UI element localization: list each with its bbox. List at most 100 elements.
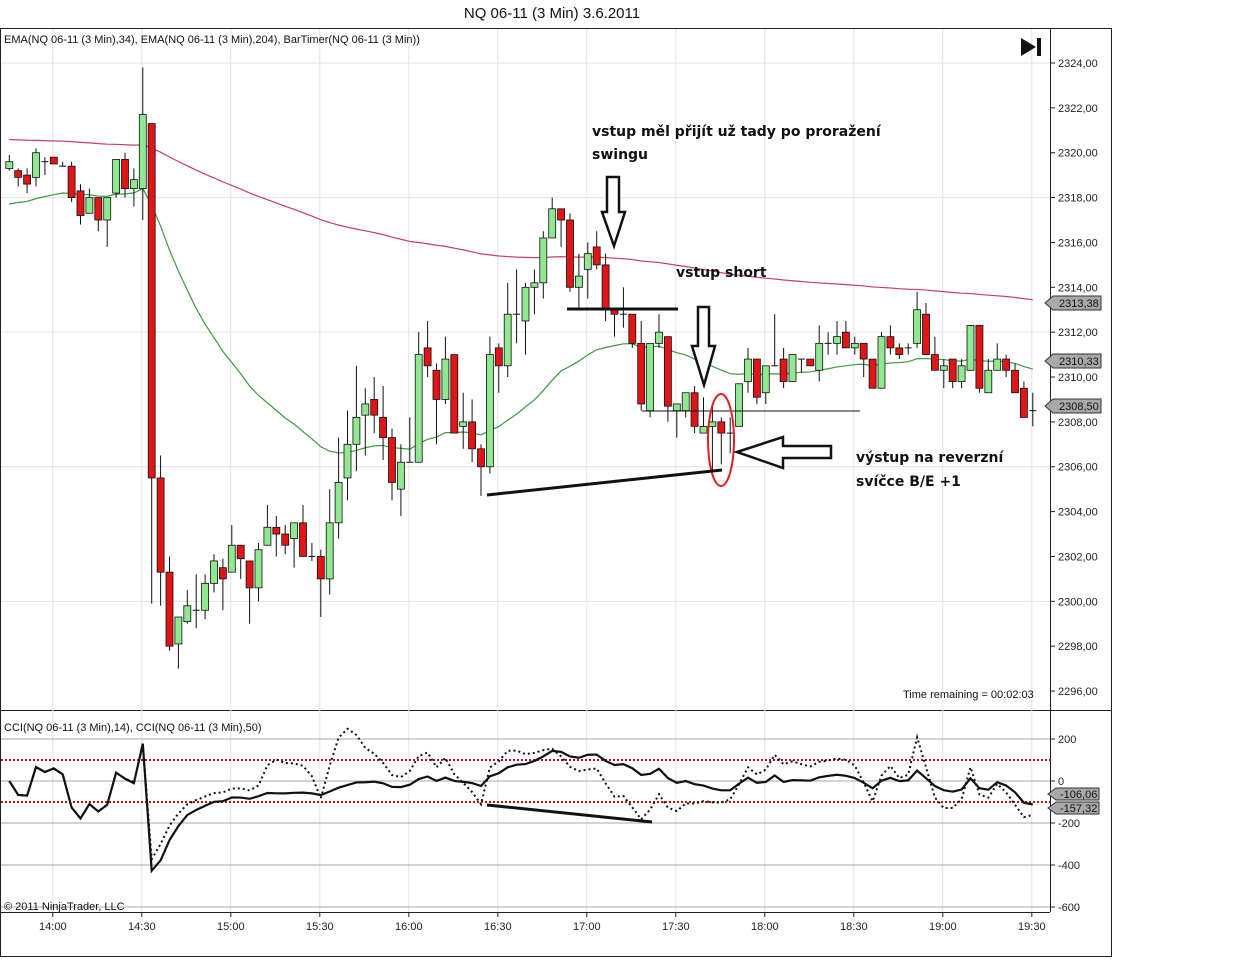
candle-down <box>1020 381 1028 418</box>
candle-down <box>423 320 432 378</box>
entry-note-line1: vstup měl přijít už tady po proražení <box>592 124 882 140</box>
candle-down <box>236 544 245 579</box>
ema34-value: 2310,33 <box>1059 356 1099 368</box>
candle-body <box>121 159 129 190</box>
candle-body <box>218 567 227 580</box>
candle-up <box>1029 392 1037 427</box>
candle-down <box>379 385 388 461</box>
candle-body <box>76 190 85 216</box>
candle-up <box>485 336 494 474</box>
candle-body <box>67 165 76 198</box>
candle-down <box>886 325 895 355</box>
bar-timer-text: Time remaining = 00:02:03 <box>903 689 1034 701</box>
candle-body <box>272 526 281 535</box>
candle-body <box>984 369 993 394</box>
candle-up <box>254 543 263 602</box>
annotations: vstup měl přijít už tady po proražení sw… <box>486 124 1004 824</box>
price-tick-label: 2304,00 <box>1058 507 1098 519</box>
candle-body <box>174 616 183 645</box>
candle-down <box>468 399 477 463</box>
candle-up <box>877 332 886 389</box>
candle-down <box>842 320 850 349</box>
candle-body <box>290 522 299 539</box>
candle-body <box>566 219 574 288</box>
candle-up <box>32 148 40 187</box>
candle-body <box>281 533 290 546</box>
candle-up <box>761 365 770 404</box>
candle-down <box>868 358 877 389</box>
candle-body <box>939 365 948 371</box>
candle-down <box>931 336 939 371</box>
candle-up <box>503 282 512 378</box>
candle-up <box>548 197 557 239</box>
candle-body <box>388 437 396 483</box>
last-price-tag: 2308,50 <box>1044 398 1102 414</box>
candle-up <box>192 574 200 629</box>
chart-window-title: NQ 06-11 (3 Min) 3.6.2011 <box>464 5 640 22</box>
candle-down <box>67 161 76 203</box>
candle-body <box>708 421 717 427</box>
ema34-value-tag: 2310,33 <box>1044 353 1102 369</box>
candle-up <box>957 359 966 389</box>
candle-body <box>993 358 1002 371</box>
candle-body <box>779 358 788 382</box>
candle-down <box>477 444 485 496</box>
time-tick-label: 19:00 <box>929 921 957 933</box>
candle-up <box>824 332 832 355</box>
candlesticks <box>5 67 1037 669</box>
candle-body <box>957 365 966 382</box>
candle-body <box>450 354 459 434</box>
candle-up <box>459 392 468 449</box>
candle-up <box>112 159 120 198</box>
candle-up <box>227 525 236 573</box>
price-tick-label: 2314,00 <box>1058 282 1098 294</box>
candle-down <box>272 516 281 557</box>
candle-body <box>895 347 904 355</box>
candle-up <box>263 504 272 546</box>
cci-tick-label: 200 <box>1058 734 1076 746</box>
candle-up <box>815 325 824 382</box>
candle-up <box>744 347 752 393</box>
price-tick-label: 2312,00 <box>1058 327 1098 339</box>
candle-body <box>975 325 984 389</box>
candle-down <box>450 354 459 434</box>
candle-body <box>103 197 112 221</box>
candle-body <box>601 264 610 311</box>
candle-up <box>103 197 112 247</box>
candle-body <box>868 358 877 389</box>
left-arrow-icon <box>733 435 833 470</box>
candle-up <box>201 574 210 620</box>
candle-up <box>726 417 734 454</box>
candle-up <box>771 314 779 367</box>
candle-body <box>49 156 58 165</box>
time-tick-label: 15:00 <box>217 921 245 933</box>
candle-body <box>325 522 334 580</box>
price-tick-label: 2306,00 <box>1058 462 1098 474</box>
candle-body <box>850 342 859 349</box>
candle-body <box>886 336 895 349</box>
candle-down <box>23 168 32 194</box>
candle-body <box>503 313 512 367</box>
candle-down <box>147 123 156 604</box>
candle-down <box>948 358 957 389</box>
candle-body <box>575 275 583 288</box>
candle-body <box>129 179 138 190</box>
axes-labels: 14:00 14:30 15:00 15:30 16:00 16:30 17:00 17:30… <box>39 58 1098 933</box>
down-arrow-icon <box>690 305 717 390</box>
bar-timer-skip-to-end-icon[interactable] <box>1021 38 1041 56</box>
candle-body <box>227 544 236 573</box>
candle-body <box>477 448 485 468</box>
candle-body <box>655 331 663 344</box>
candle-body <box>138 114 147 190</box>
candle-body <box>94 197 103 221</box>
candle-down <box>566 213 574 292</box>
cci-tick-label: 0 <box>1058 776 1064 788</box>
candle-down <box>370 377 379 434</box>
candle-body <box>735 383 743 427</box>
candle-body <box>744 358 752 382</box>
candle-body <box>583 253 592 270</box>
candle-body <box>1011 369 1019 394</box>
candle-body <box>494 347 503 367</box>
time-tick-label: 18:00 <box>751 921 779 933</box>
